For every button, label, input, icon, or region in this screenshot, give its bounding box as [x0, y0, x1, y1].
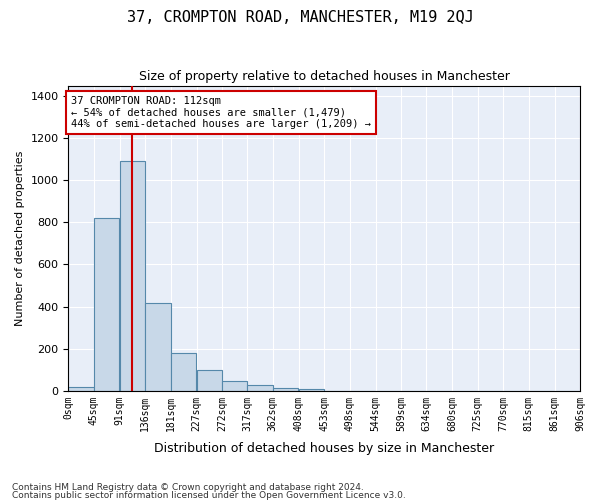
Bar	[222, 380, 247, 391]
X-axis label: Distribution of detached houses by size in Manchester: Distribution of detached houses by size …	[154, 442, 494, 455]
Text: Contains public sector information licensed under the Open Government Licence v3: Contains public sector information licen…	[12, 490, 406, 500]
Bar	[247, 385, 273, 391]
Bar	[170, 353, 196, 391]
Bar	[299, 390, 324, 391]
Bar	[68, 386, 94, 391]
Y-axis label: Number of detached properties: Number of detached properties	[15, 150, 25, 326]
Bar	[145, 304, 170, 391]
Title: Size of property relative to detached houses in Manchester: Size of property relative to detached ho…	[139, 70, 509, 83]
Bar	[273, 388, 298, 391]
Text: Contains HM Land Registry data © Crown copyright and database right 2024.: Contains HM Land Registry data © Crown c…	[12, 483, 364, 492]
Text: 37, CROMPTON ROAD, MANCHESTER, M19 2QJ: 37, CROMPTON ROAD, MANCHESTER, M19 2QJ	[127, 10, 473, 25]
Bar	[94, 218, 119, 391]
Bar	[197, 370, 222, 391]
Text: 37 CROMPTON ROAD: 112sqm
← 54% of detached houses are smaller (1,479)
44% of sem: 37 CROMPTON ROAD: 112sqm ← 54% of detach…	[71, 96, 371, 130]
Bar	[120, 162, 145, 391]
